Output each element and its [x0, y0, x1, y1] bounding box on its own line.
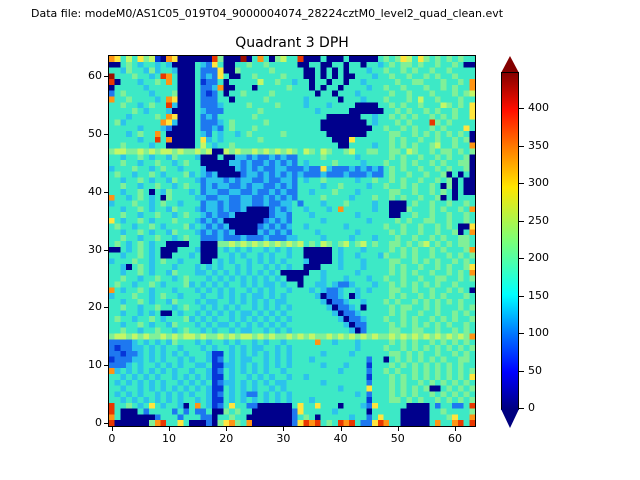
colorbar-tick-label: 400	[528, 101, 549, 115]
x-tick-label: 20	[219, 432, 234, 445]
tick-mark	[519, 333, 524, 335]
tick-mark	[104, 307, 108, 309]
tick-mark	[104, 76, 108, 78]
tick-mark	[519, 408, 524, 409]
heatmap-image	[109, 56, 475, 426]
tick-mark	[519, 145, 524, 147]
tick-mark	[340, 427, 342, 431]
y-tick-label: 40	[88, 184, 102, 198]
colorbar-extend-min-arrow	[501, 409, 519, 428]
heatmap-plot-area	[108, 55, 476, 427]
tick-mark	[519, 370, 524, 372]
colorbar-tick-label: 50	[528, 363, 542, 377]
tick-mark	[519, 220, 524, 222]
tick-mark	[104, 249, 108, 251]
y-tick-label: 20	[88, 300, 102, 314]
tick-mark	[397, 427, 399, 431]
tick-mark	[169, 427, 171, 431]
colorbar-gradient	[501, 72, 519, 410]
plot-title: Quadrant 3 DPH	[235, 35, 349, 51]
colorbar-tick-label: 100	[528, 326, 549, 340]
colorbar-extend-max-arrow	[501, 56, 519, 73]
x-tick-label: 10	[162, 432, 177, 445]
colorbar-tick-label: 300	[528, 176, 549, 190]
x-tick-label: 30	[276, 432, 291, 445]
tick-mark	[519, 295, 524, 297]
y-tick-label: 0	[95, 416, 102, 430]
tick-mark	[454, 427, 456, 431]
colorbar-tick-label: 200	[528, 251, 549, 265]
tick-mark	[226, 427, 228, 431]
tick-mark	[104, 191, 108, 193]
colorbar-tick-label: 150	[528, 288, 549, 302]
x-tick-label: 40	[333, 432, 348, 445]
datafile-label: Data file: modeM0/AS1C05_019T04_90000040…	[31, 7, 504, 20]
tick-mark	[519, 108, 524, 110]
tick-mark	[104, 365, 108, 367]
y-tick-label: 10	[88, 358, 102, 372]
colorbar-tick-label: 0	[528, 401, 535, 414]
y-tick-label: 30	[88, 242, 102, 256]
x-tick-label: 0	[108, 432, 116, 445]
colorbar-tick-label: 350	[528, 138, 549, 152]
x-tick-label: 60	[447, 432, 462, 445]
tick-mark	[283, 427, 285, 431]
tick-mark	[111, 427, 113, 431]
colorbar-tick-label: 250	[528, 213, 549, 227]
y-tick-label: 60	[88, 69, 102, 83]
tick-mark	[104, 423, 108, 425]
tick-mark	[519, 183, 524, 185]
x-tick-label: 50	[390, 432, 405, 445]
tick-mark	[104, 134, 108, 136]
tick-mark	[519, 258, 524, 260]
y-tick-label: 50	[88, 127, 102, 141]
